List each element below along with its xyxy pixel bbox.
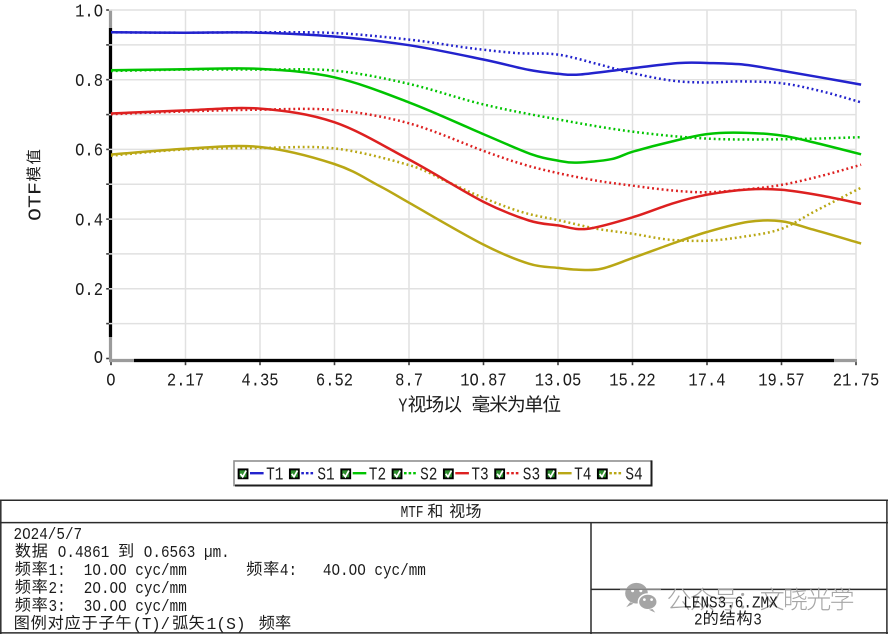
svg-text:1O.OO cyc/mm: 1O.OO cyc/mm	[84, 562, 187, 581]
svg-text:O: O	[106, 370, 115, 392]
svg-text:4.35: 4.35	[241, 370, 278, 392]
svg-text:T2: T2	[369, 465, 386, 485]
svg-text:2O24/5/7: 2O24/5/7	[14, 526, 83, 545]
svg-text:O.6: O.6	[75, 140, 103, 162]
svg-text:3O.OO cyc/mm: 3O.OO cyc/mm	[84, 598, 187, 617]
svg-text:3: 3	[753, 612, 762, 631]
svg-text:2: 2	[694, 612, 703, 631]
svg-text:17.4: 17.4	[688, 370, 725, 392]
svg-text:MTF: MTF	[401, 503, 424, 522]
svg-text:S2: S2	[420, 465, 437, 485]
svg-text:4O.OO cyc/mm: 4O.OO cyc/mm	[323, 562, 426, 581]
svg-text:O.4861: O.4861	[58, 544, 110, 563]
svg-text:S4: S4	[625, 465, 642, 485]
svg-text:O.4: O.4	[75, 209, 103, 231]
svg-text:1O.87: 1O.87	[460, 370, 507, 392]
svg-text:S3: S3	[523, 465, 540, 485]
svg-text:T1: T1	[266, 465, 283, 485]
svg-text:1.O: 1.O	[75, 0, 103, 22]
svg-text:(T)/: (T)/	[133, 616, 170, 634]
svg-text:OTF: OTF	[26, 182, 47, 221]
svg-text:O.2: O.2	[75, 279, 103, 301]
svg-text:O: O	[94, 347, 103, 369]
svg-text:µm.: µm.	[204, 544, 230, 563]
svg-text:S1: S1	[317, 465, 334, 485]
svg-text:O.6563: O.6563	[144, 544, 196, 563]
svg-text:O.8: O.8	[75, 70, 103, 92]
svg-text:T3: T3	[471, 465, 488, 485]
svg-text:2O.OO cyc/mm: 2O.OO cyc/mm	[84, 580, 187, 599]
svg-text:19.57: 19.57	[758, 370, 805, 392]
svg-text:4:: 4:	[280, 562, 297, 581]
svg-text:21.75: 21.75	[833, 370, 880, 392]
svg-text:13.O5: 13.O5	[535, 370, 582, 392]
svg-text:LENS3.6.ZMX: LENS3.6.ZMX	[683, 594, 777, 613]
svg-text:3:: 3:	[49, 598, 66, 617]
svg-text:1:: 1:	[49, 562, 66, 581]
svg-text:6.52: 6.52	[316, 370, 353, 392]
svg-text:Y: Y	[398, 396, 407, 418]
svg-text:T4: T4	[574, 465, 591, 485]
svg-text:2.17: 2.17	[167, 370, 204, 392]
svg-text:2:: 2:	[49, 580, 66, 599]
svg-text:1(S): 1(S)	[207, 616, 246, 634]
svg-text:8.7: 8.7	[395, 370, 423, 392]
svg-text:15.22: 15.22	[609, 370, 656, 392]
